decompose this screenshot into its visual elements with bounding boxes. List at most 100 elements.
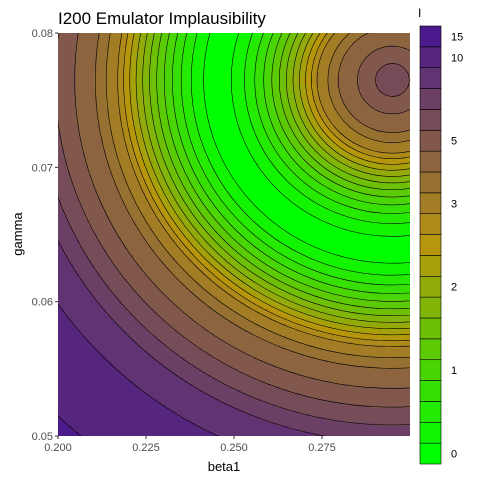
contour-cell <box>184 126 188 130</box>
contour-cell <box>256 129 260 133</box>
contour-cell <box>160 105 164 109</box>
contour-cell <box>94 39 98 43</box>
contour-cell <box>217 81 221 85</box>
contour-cell <box>196 108 200 112</box>
contour-cell <box>313 135 317 139</box>
contour-cell <box>199 99 203 103</box>
contour-cell <box>148 105 152 109</box>
contour-cell <box>70 147 74 151</box>
contour-cell <box>265 81 269 85</box>
contour-cell <box>178 129 182 133</box>
contour-cell <box>397 129 401 133</box>
contour-cell <box>235 72 239 76</box>
contour-cell <box>382 129 386 133</box>
contour-cell <box>184 156 188 160</box>
contour-cell <box>100 72 104 76</box>
contour-cell <box>307 99 311 103</box>
contour-cell <box>136 114 140 118</box>
contour-cell <box>142 120 146 124</box>
contour-cell <box>172 126 176 130</box>
contour-cell <box>343 75 347 79</box>
contour-cell <box>67 147 71 151</box>
contour-cell <box>184 72 188 76</box>
contour-cell <box>64 96 68 100</box>
contour-cell <box>64 93 68 97</box>
contour-cell <box>61 48 65 52</box>
contour-cell <box>373 123 377 127</box>
contour-cell <box>346 99 350 103</box>
contour-cell <box>172 147 176 151</box>
contour-cell <box>199 54 203 58</box>
contour-cell <box>181 84 185 88</box>
contour-cell <box>256 75 260 79</box>
contour-cell <box>130 147 134 151</box>
contour-cell <box>325 123 329 127</box>
contour-cell <box>295 45 299 49</box>
contour-cell <box>319 96 323 100</box>
contour-cell <box>358 39 362 43</box>
contour-cell <box>190 84 194 88</box>
contour-cell <box>388 63 392 67</box>
contour-cell <box>79 105 83 109</box>
contour-cell <box>154 60 158 64</box>
contour-cell <box>169 144 173 148</box>
contour-cell <box>187 123 191 127</box>
contour-cell <box>322 57 326 61</box>
contour-cell <box>226 60 230 64</box>
contour-cell <box>277 102 281 106</box>
contour-cell <box>280 96 284 100</box>
contour-cell <box>250 42 254 46</box>
contour-cell <box>142 129 146 133</box>
contour-cell <box>88 126 92 130</box>
contour-cell <box>154 66 158 70</box>
contour-cell <box>217 114 221 118</box>
contour-cell <box>154 159 158 163</box>
contour-cell <box>319 108 323 112</box>
contour-cell <box>265 114 269 118</box>
contour-cell <box>376 141 380 145</box>
contour-cell <box>136 135 140 139</box>
contour-cell <box>67 114 71 118</box>
contour-cell <box>385 138 389 142</box>
contour-cell <box>226 36 230 40</box>
contour-cell <box>313 72 317 76</box>
contour-cell <box>196 135 200 139</box>
contour-cell <box>355 105 359 109</box>
contour-cell <box>112 75 116 79</box>
contour-cell <box>376 45 380 49</box>
contour-cell <box>352 51 356 55</box>
contour-cell <box>169 78 173 82</box>
contour-cell <box>217 39 221 43</box>
contour-cell <box>103 78 107 82</box>
contour-cell <box>388 117 392 121</box>
contour-cell <box>91 60 95 64</box>
contour-cell <box>274 93 278 97</box>
contour-cell <box>301 60 305 64</box>
contour-cell <box>187 102 191 106</box>
contour-cell <box>178 156 182 160</box>
contour-cell <box>118 96 122 100</box>
contour-cell <box>88 39 92 43</box>
contour-cell <box>358 108 362 112</box>
contour-cell <box>295 72 299 76</box>
contour-cell <box>244 156 248 160</box>
contour-cell <box>283 144 287 148</box>
contour-cell <box>229 39 233 43</box>
contour-cell <box>322 135 326 139</box>
contour-cell <box>109 93 113 97</box>
contour-cell <box>295 63 299 67</box>
contour-cell <box>109 72 113 76</box>
contour-cell <box>373 126 377 130</box>
contour-cell <box>82 81 86 85</box>
contour-cell <box>250 90 254 94</box>
contour-cell <box>94 129 98 133</box>
contour-cell <box>382 105 386 109</box>
contour-cell <box>313 48 317 52</box>
contour-cell <box>259 141 263 145</box>
contour-cell <box>232 36 236 40</box>
contour-cell <box>265 123 269 127</box>
contour-cell <box>355 156 359 160</box>
contour-cell <box>82 84 86 88</box>
contour-cell <box>265 84 269 88</box>
contour-cell <box>241 129 245 133</box>
